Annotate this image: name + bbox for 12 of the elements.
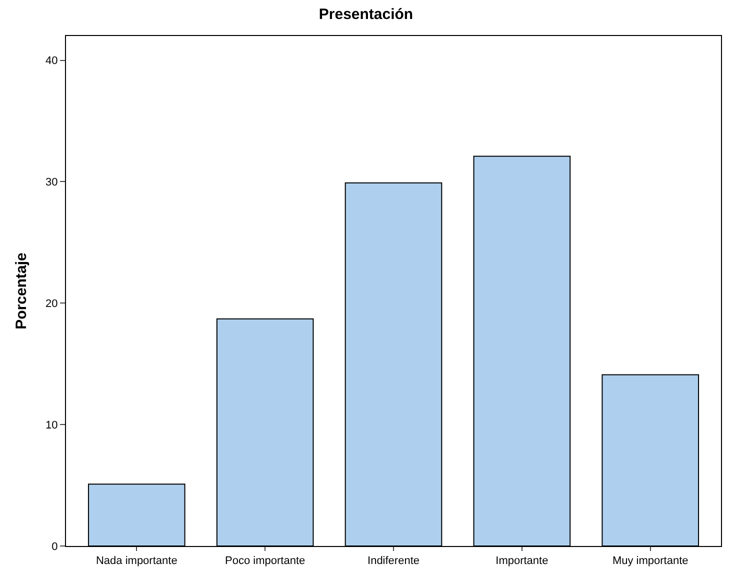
- x-tick-label: Nada importante: [96, 555, 178, 568]
- x-tick-label: Poco importante: [225, 555, 306, 568]
- x-tick-label: Indiferente: [368, 555, 420, 568]
- x-tick-label: Muy importante: [612, 555, 688, 568]
- chart-title: Presentación: [318, 6, 414, 24]
- y-tick-label: 30: [46, 176, 58, 189]
- y-tick-label: 0: [52, 540, 58, 553]
- y-axis-title: Porcentaje: [12, 252, 30, 330]
- y-tick-label: 20: [46, 298, 58, 310]
- y-tick-label: 10: [46, 419, 58, 432]
- x-tick-label: Importante: [496, 555, 548, 568]
- y-tick-label: 40: [46, 55, 58, 68]
